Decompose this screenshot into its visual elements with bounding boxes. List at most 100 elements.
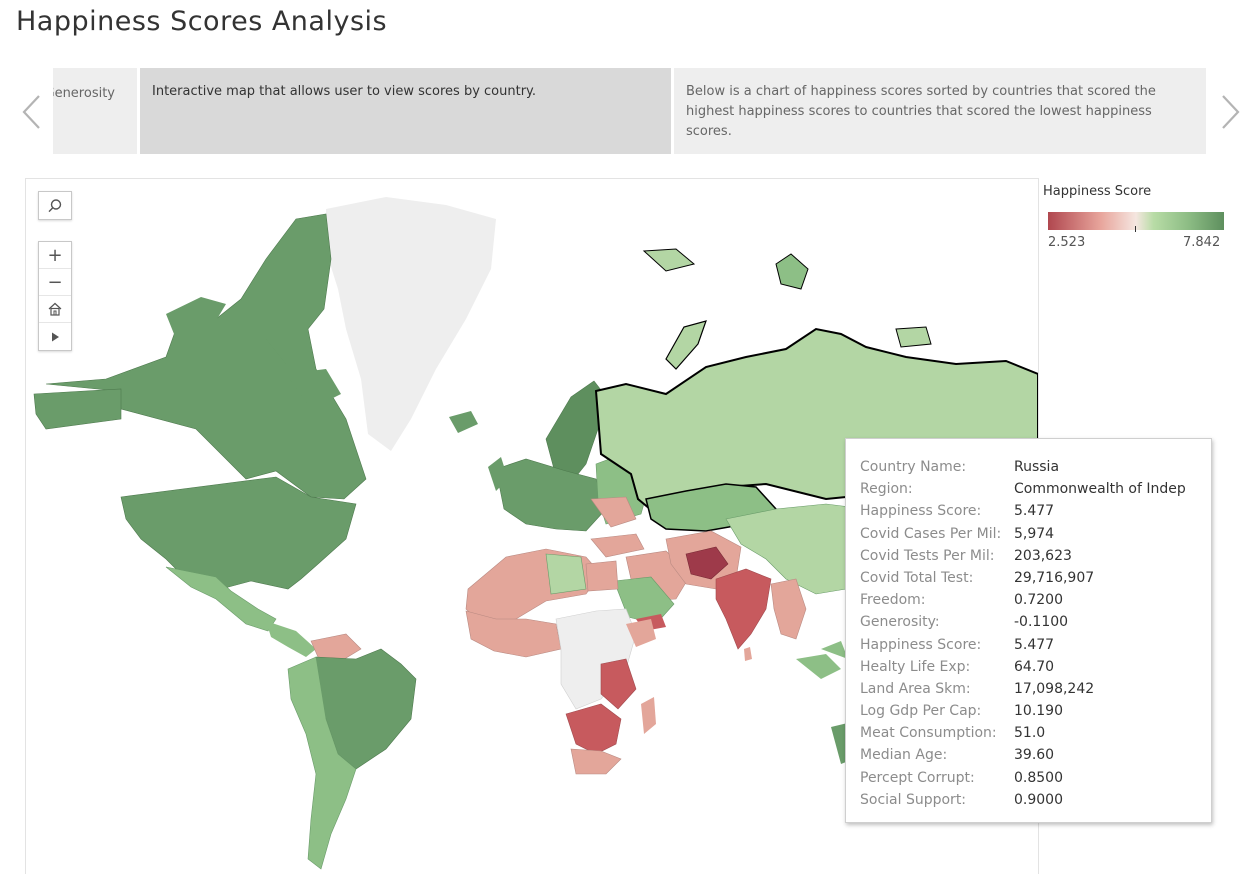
story-next-arrow[interactable]	[1214, 90, 1244, 134]
tooltip-row: Median Age: 39.60	[860, 744, 1197, 766]
tooltip-row: Social Support: 0.9000	[860, 789, 1197, 811]
tooltip-key: Percept Corrupt:	[860, 769, 975, 786]
country-sri-lanka[interactable]	[744, 647, 752, 661]
tooltip-key: Land Area Skm:	[860, 680, 971, 697]
legend-title: Happiness Score	[1043, 184, 1152, 199]
tooltip-value: 17,098,242	[1014, 680, 1095, 697]
tooltip-key: Happiness Score:	[860, 503, 982, 520]
play-icon	[52, 332, 59, 341]
tooltip-value: 51.0	[1014, 725, 1046, 742]
story-point-generosity[interactable]: Generosity	[53, 68, 137, 154]
tooltip-value: 5.477	[1014, 636, 1055, 653]
tooltip-value: 5,974	[1014, 525, 1055, 542]
country-turkey[interactable]	[590, 533, 645, 558]
tooltip-value: Russia	[1014, 459, 1060, 475]
country-usa[interactable]	[33, 388, 357, 590]
page-title: Happiness Scores Analysis	[16, 6, 388, 37]
chevron-right-icon	[1222, 95, 1240, 129]
story-navigator: Generosity Interactive map that allows u…	[0, 66, 1260, 156]
tooltip-row: Covid Cases Per Mil: 5,974	[860, 523, 1197, 545]
country-southern-africa[interactable]	[565, 703, 622, 755]
tooltip-key: Healty Life Exp:	[860, 658, 971, 675]
story-point-map[interactable]: Interactive map that allows user to view…	[140, 68, 671, 154]
tooltip-key: Covid Tests Per Mil:	[860, 547, 995, 564]
tooltip-value: 39.60	[1014, 747, 1055, 764]
legend-min-label: 2.523	[1048, 235, 1086, 250]
country-central-america[interactable]	[266, 621, 316, 657]
legend-selected-marker	[1135, 226, 1136, 232]
tooltip-key: Generosity:	[860, 614, 940, 631]
country-libya[interactable]	[545, 553, 587, 595]
tooltip-key: Region:	[860, 481, 913, 498]
tooltip-key: Social Support:	[860, 791, 967, 808]
tooltip-value: 0.8500	[1014, 769, 1063, 786]
story-point-chart[interactable]: Below is a chart of happiness scores sor…	[674, 68, 1206, 154]
country-venezuela[interactable]	[310, 633, 362, 662]
country-ukraine[interactable]	[590, 496, 637, 528]
country-madagascar[interactable]	[641, 697, 656, 734]
tooltip-key: Meat Consumption:	[860, 725, 997, 742]
country-ethiopia[interactable]	[626, 619, 656, 647]
map-zoom-toolbar: + −	[38, 241, 72, 351]
tooltip-value: Commonwealth of Indep	[1014, 481, 1186, 498]
story-point-label: Interactive map that allows user to view…	[152, 84, 537, 99]
country-indonesia[interactable]	[796, 641, 848, 679]
tooltip-value: 64.70	[1014, 658, 1055, 675]
country-southeast-asia[interactable]	[770, 578, 807, 640]
tooltip-row: Healty Life Exp: 64.70	[860, 656, 1197, 678]
country-canada[interactable]	[45, 213, 367, 500]
country-canada-islands[interactable]	[166, 297, 341, 409]
tooltip-value: -0.1100	[1014, 614, 1069, 631]
tooltip-key: Country Name:	[860, 459, 967, 475]
tooltip-key: Covid Cases Per Mil:	[860, 525, 1002, 542]
home-icon	[48, 302, 62, 316]
country-east-africa[interactable]	[600, 658, 637, 710]
tooltip-value: 10.190	[1014, 703, 1063, 720]
country-uk[interactable]	[488, 457, 508, 491]
tooltip-row: Log Gdp Per Cap: 10.190	[860, 700, 1197, 722]
country-india[interactable]	[715, 568, 772, 650]
map-search-button[interactable]	[39, 192, 71, 219]
country-arctic-russia[interactable]	[642, 248, 932, 348]
map-search-toolbar	[38, 191, 72, 220]
legend-max-label: 7.842	[1183, 235, 1221, 250]
tooltip-row: Freedom: 0.7200	[860, 589, 1197, 611]
story-point-label: Generosity	[53, 86, 115, 101]
search-icon	[48, 198, 62, 212]
tooltip-row: Region: Commonwealth of Indep	[860, 478, 1197, 500]
country-novaya-zemlya[interactable]	[665, 320, 707, 370]
tooltip-row: Land Area Skm: 17,098,242	[860, 678, 1197, 700]
tooltip-value: 0.9000	[1014, 791, 1063, 808]
tooltip-key: Freedom:	[860, 592, 926, 609]
tooltip-row: Generosity: -0.1100	[860, 611, 1197, 633]
tooltip-key: Covid Total Test:	[860, 569, 974, 586]
tooltip-row: Meat Consumption: 51.0	[860, 722, 1197, 744]
tooltip-row: Covid Total Test: 29,716,907	[860, 567, 1197, 589]
legend-color-ramp[interactable]	[1048, 212, 1224, 230]
map-canvas[interactable]	[26, 179, 1038, 874]
tooltip-row: Percept Corrupt: 0.8500	[860, 767, 1197, 789]
country-south-africa[interactable]	[570, 748, 622, 775]
zoom-out-button[interactable]: −	[39, 269, 71, 296]
home-button[interactable]	[39, 296, 71, 323]
tooltip-row: Country Name: Russia	[860, 456, 1197, 478]
country-afghanistan[interactable]	[685, 546, 729, 580]
country-southern-south-america[interactable]	[287, 656, 357, 870]
country-svalbard[interactable]	[775, 253, 809, 290]
country-western-europe[interactable]	[495, 458, 607, 532]
play-button[interactable]	[39, 323, 71, 350]
country-greenland[interactable]	[326, 197, 496, 451]
country-iceland[interactable]	[449, 411, 478, 433]
chevron-left-icon	[22, 95, 40, 129]
country-tooltip: Country Name: Russia Region: Commonwealth …	[845, 438, 1212, 823]
tooltip-row: Happiness Score: 5.477	[860, 634, 1197, 656]
story-point-label: Below is a chart of happiness scores sor…	[686, 84, 1156, 139]
country-egypt[interactable]	[585, 560, 619, 592]
tooltip-value: 29,716,907	[1014, 569, 1095, 586]
tooltip-key: Median Age:	[860, 747, 948, 764]
zoom-in-button[interactable]: +	[39, 242, 71, 269]
tooltip-row: Covid Tests Per Mil: 203,623	[860, 545, 1197, 567]
story-prev-arrow[interactable]	[18, 90, 48, 134]
country-scandinavia[interactable]	[545, 380, 605, 480]
tooltip-key: Happiness Score:	[860, 636, 982, 653]
